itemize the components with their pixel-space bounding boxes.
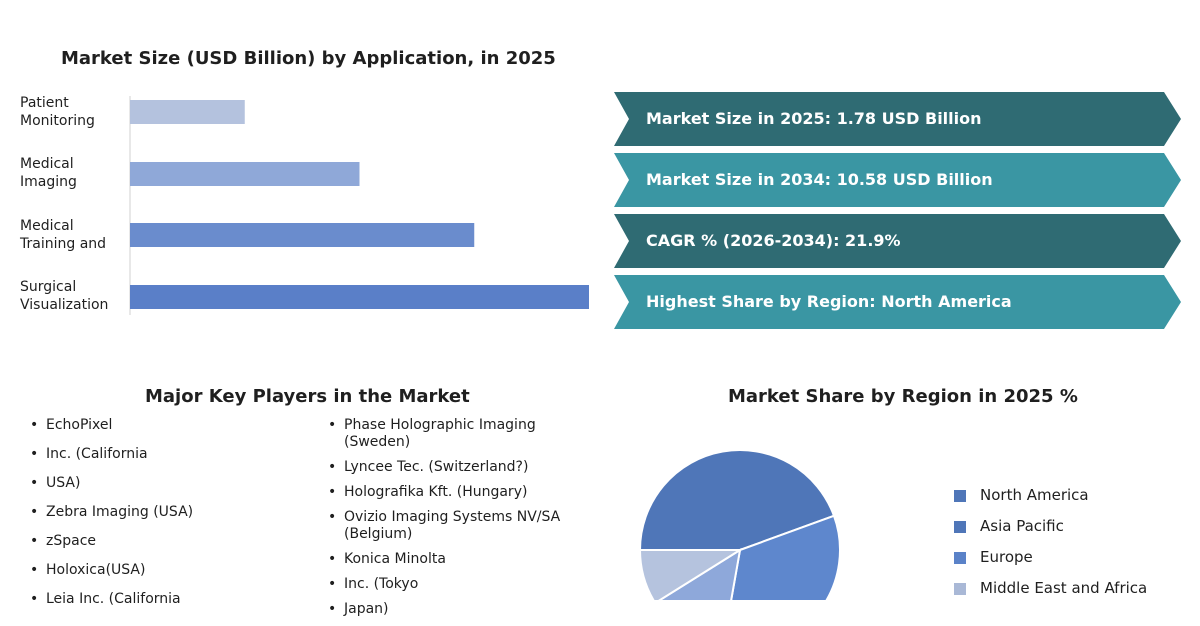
player-item: Konica Minolta bbox=[322, 551, 592, 568]
legend-item: North America bbox=[954, 486, 1089, 504]
pie-slice-middle-east-and-africa bbox=[638, 549, 744, 600]
player-item-line: Japan) bbox=[344, 601, 389, 617]
player-item-line: Lyncee Tec. (Switzerland?) bbox=[344, 459, 529, 475]
player-item: Inc. (California bbox=[24, 446, 294, 463]
legend-label: Europe bbox=[980, 548, 1033, 566]
player-item: Japan) bbox=[322, 601, 592, 618]
player-item: EchoPixel bbox=[24, 417, 294, 434]
bar-category-label-line: Visualization bbox=[20, 297, 109, 313]
kpi-banner bbox=[614, 92, 1181, 146]
bar-category-label: Patient Monitoring bbox=[20, 94, 124, 130]
legend-item: Middle East and Africa bbox=[954, 579, 1147, 597]
bar-category-label-line: Medical bbox=[20, 218, 74, 234]
legend-swatch bbox=[954, 551, 966, 564]
kpi-banner bbox=[614, 214, 1181, 268]
player-item-line: (Belgium) bbox=[344, 526, 413, 542]
kpi-text: CAGR % (2026-2034): 21.9% bbox=[646, 231, 901, 250]
player-item: Lyncee Tec. (Switzerland?) bbox=[322, 459, 592, 476]
pie-chart-title: Market Share by Region in 2025 % bbox=[728, 386, 1078, 407]
player-item: Holografika Kft. (Hungary) bbox=[322, 484, 592, 501]
player-item: USA) bbox=[24, 475, 294, 492]
player-item-line: Konica Minolta bbox=[344, 551, 446, 567]
kpi-banner bbox=[614, 275, 1181, 329]
player-item-line: Phase Holographic Imaging bbox=[344, 417, 536, 433]
kpi-text: Market Size in 2034: 10.58 USD Billion bbox=[646, 170, 993, 189]
bar-surgical-visualization bbox=[130, 285, 589, 309]
pie-slice-north-america bbox=[638, 449, 836, 551]
bar-category-label-line: Medical bbox=[20, 156, 74, 172]
bar-chart bbox=[129, 96, 589, 315]
players-list-right: Phase Holographic Imaging(Sweden) Lyncee … bbox=[322, 417, 592, 626]
bar-medical-imaging bbox=[130, 162, 360, 186]
pie-chart bbox=[638, 449, 841, 600]
pie-slice-asia-pacific bbox=[730, 514, 841, 600]
player-item-line: Ovizio Imaging Systems NV/SA bbox=[344, 509, 561, 525]
kpi-banner-shape bbox=[614, 153, 1181, 207]
bar-category-label: Medical Imaging bbox=[20, 155, 124, 191]
bar-category-label-line: Patient bbox=[20, 95, 69, 111]
legend-swatch bbox=[954, 489, 966, 502]
player-item: Inc. (Tokyo bbox=[322, 576, 592, 593]
player-item: Phase Holographic Imaging(Sweden) bbox=[322, 417, 592, 451]
kpi-text: Highest Share by Region: North America bbox=[646, 292, 1012, 311]
player-item-line: Holografika Kft. (Hungary) bbox=[344, 484, 528, 500]
player-item: zSpace bbox=[24, 533, 294, 550]
player-item-line: Inc. (Tokyo bbox=[344, 576, 419, 592]
bar-category-label-line: Surgical bbox=[20, 279, 77, 295]
kpi-banner-shape bbox=[614, 92, 1181, 146]
player-item: Holoxica(USA) bbox=[24, 562, 294, 579]
legend-item: Europe bbox=[954, 548, 1033, 566]
player-item-line: (Sweden) bbox=[344, 434, 411, 450]
kpi-text: Market Size in 2025: 1.78 USD Billion bbox=[646, 109, 982, 128]
kpi-banner bbox=[614, 153, 1181, 207]
players-title: Major Key Players in the Market bbox=[145, 386, 470, 407]
bar-medical-training-and bbox=[130, 223, 475, 247]
bar-chart-title: Market Size (USD Billion) by Application… bbox=[61, 48, 556, 69]
legend-swatch bbox=[954, 582, 966, 595]
bar-category-label-line: Training and bbox=[20, 236, 107, 252]
bar-category-label: Medical Training and bbox=[20, 217, 124, 253]
legend-swatch bbox=[954, 520, 966, 533]
kpi-banner-shape bbox=[614, 275, 1181, 329]
player-item: Ovizio Imaging Systems NV/SA(Belgium) bbox=[322, 509, 592, 543]
bar-patient-monitoring bbox=[130, 100, 245, 124]
bar-category-label: Surgical Visualization bbox=[20, 278, 124, 314]
bar-category-label-line: Imaging bbox=[20, 174, 77, 190]
legend-item: Asia Pacific bbox=[954, 517, 1064, 535]
players-list-left: EchoPixel Inc. (California USA) Zebra Imagi… bbox=[24, 417, 294, 620]
legend-label: Middle East and Africa bbox=[980, 579, 1148, 597]
bar-category-label-line: Monitoring bbox=[20, 113, 95, 129]
legend-label: North America bbox=[980, 486, 1089, 504]
kpi-banner-shape bbox=[614, 214, 1181, 268]
legend-label: Asia Pacific bbox=[980, 517, 1064, 535]
player-item: Zebra Imaging (USA) bbox=[24, 504, 294, 521]
